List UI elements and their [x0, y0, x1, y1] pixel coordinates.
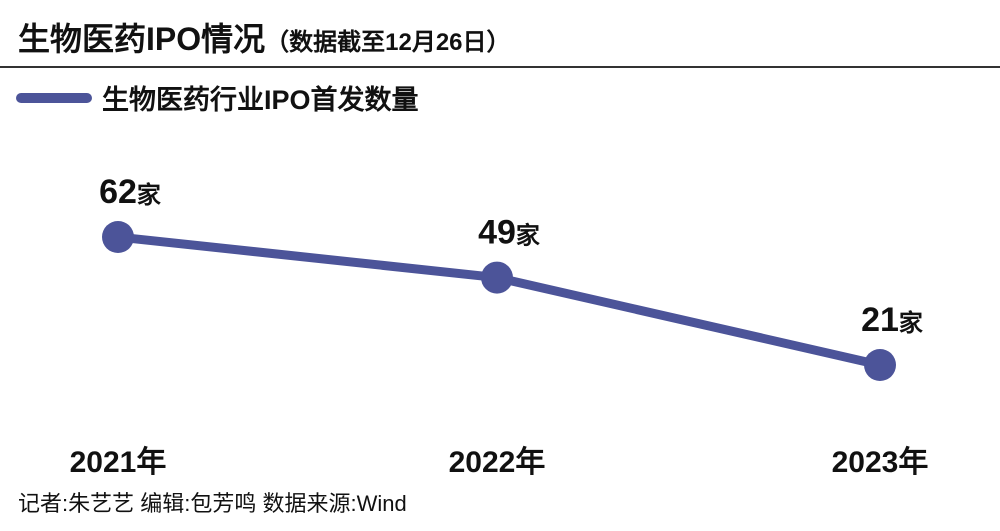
- x-tick-label: 2023年: [832, 446, 929, 479]
- data-point: [481, 261, 513, 294]
- data-point: [864, 349, 896, 381]
- legend-swatch: [16, 92, 92, 103]
- chart-subtitle: （数据截至12月26日）: [265, 29, 511, 56]
- series-line: [113, 232, 885, 370]
- data-point: [102, 221, 134, 253]
- x-tick-label: 2021年: [70, 446, 167, 479]
- x-tick-label: 2022年: [449, 446, 546, 479]
- chart-title: 生物医药IPO情况（数据截至12月26日）: [18, 14, 511, 60]
- title-divider: [0, 66, 1000, 68]
- legend: 生物医药行业IPO首发数量: [16, 78, 419, 117]
- data-label: 49家: [478, 214, 540, 252]
- data-label: 21家: [861, 301, 923, 339]
- data-label: 62家: [99, 173, 161, 211]
- legend-label: 生物医药行业IPO首发数量: [102, 85, 419, 115]
- credits-footer: 记者:朱艺艺 编辑:包芳鸣 数据来源:Wind: [18, 491, 407, 516]
- chart-title-main: 生物医药IPO情况: [18, 21, 266, 57]
